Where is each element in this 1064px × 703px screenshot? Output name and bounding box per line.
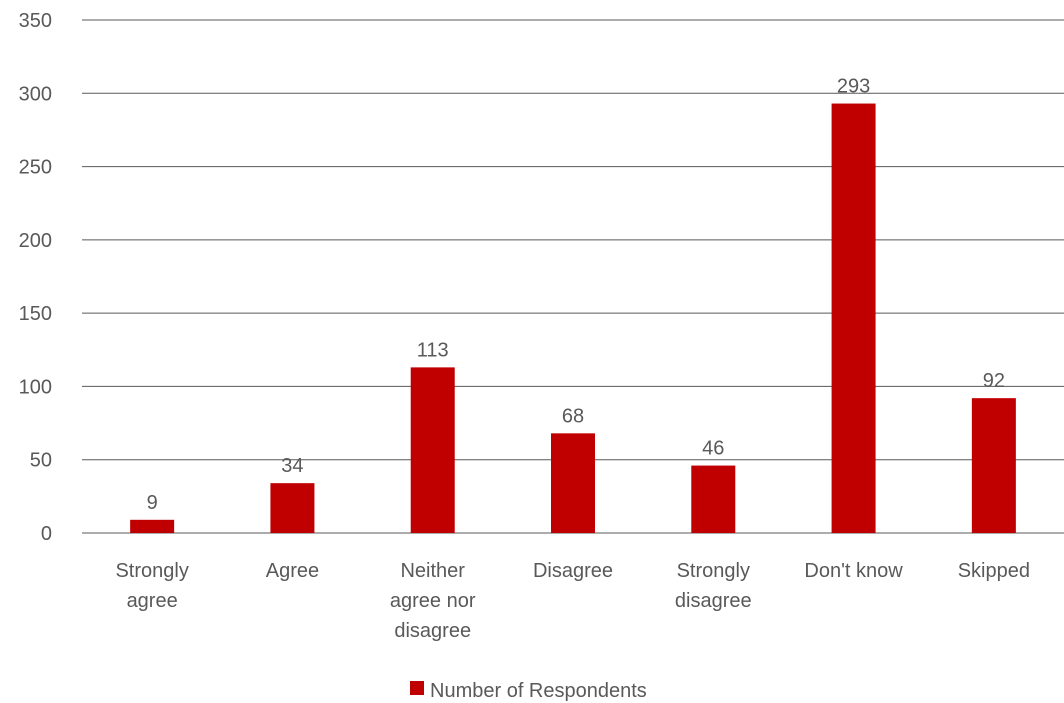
bar	[691, 465, 736, 533]
bar	[551, 433, 595, 533]
y-axis-ticks: 0 50 100 150 200 250 300 350	[19, 10, 52, 545]
data-labels: 9 34 113 68 46 293 92	[147, 76, 1005, 514]
y-tick-label: 350	[19, 10, 52, 32]
data-label: 68	[562, 405, 584, 427]
x-category-label: Neither agree nor disagree	[390, 560, 476, 642]
legend-swatch	[410, 681, 424, 695]
y-tick-label: 300	[19, 83, 52, 105]
x-category-label: Agree	[266, 560, 319, 582]
data-label: 293	[837, 76, 870, 98]
y-tick-label: 250	[19, 157, 52, 179]
data-label: 113	[417, 339, 449, 361]
x-category-label: Strongly disagree	[675, 560, 752, 612]
x-category-label: Disagree	[533, 560, 613, 582]
y-tick-label: 100	[19, 376, 52, 398]
x-category-label: Strongly agree	[115, 560, 188, 612]
data-label: 92	[983, 370, 1005, 392]
x-category-label: Skipped	[958, 560, 1030, 582]
bar	[270, 483, 315, 533]
bar	[130, 519, 175, 533]
gridlines	[82, 19, 1064, 534]
bar	[410, 367, 455, 533]
bar	[971, 398, 1016, 533]
y-tick-label: 150	[19, 303, 52, 325]
y-tick-label: 200	[19, 230, 52, 252]
x-axis-categories: Strongly agree Agree Neither agree nor disagr…	[115, 560, 1030, 642]
bar	[831, 103, 876, 533]
x-category-label: Don't know	[804, 560, 903, 582]
data-label: 34	[281, 455, 303, 477]
legend-label: Number of Respondents	[430, 680, 647, 702]
bars	[130, 103, 1016, 533]
legend: Number of Respondents	[410, 680, 647, 702]
y-tick-label: 50	[30, 450, 52, 472]
data-label: 9	[147, 492, 158, 514]
y-tick-label: 0	[41, 523, 52, 545]
data-label: 46	[702, 438, 724, 460]
